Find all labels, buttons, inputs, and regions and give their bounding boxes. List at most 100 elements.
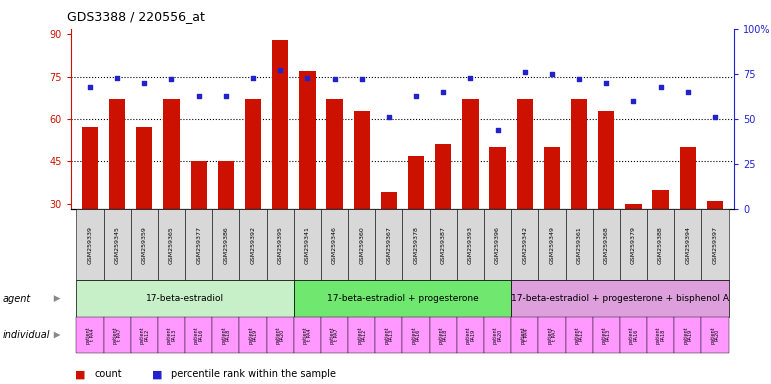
Text: GSM259346: GSM259346: [332, 226, 337, 264]
Bar: [163, 99, 180, 209]
Point: [301, 74, 314, 81]
Text: patient
PA18: patient PA18: [656, 326, 665, 344]
Text: patient
t PA4: patient t PA4: [303, 326, 312, 344]
Bar: [190, 161, 207, 209]
Text: GSM259339: GSM259339: [87, 226, 93, 264]
Text: GSM259386: GSM259386: [224, 226, 228, 264]
Text: patient
t PA7: patient t PA7: [330, 326, 339, 344]
Text: patient
PA16: patient PA16: [412, 326, 421, 344]
Text: count: count: [94, 369, 122, 379]
Bar: [544, 147, 560, 209]
Text: GSM259393: GSM259393: [468, 226, 473, 264]
Point: [628, 98, 640, 104]
Point: [546, 71, 558, 77]
Text: patient
PA16: patient PA16: [194, 326, 204, 344]
Text: percentile rank within the sample: percentile rank within the sample: [171, 369, 336, 379]
Point: [193, 93, 205, 99]
Text: ■: ■: [152, 369, 163, 379]
Text: 17-beta-estradiol: 17-beta-estradiol: [146, 294, 224, 303]
Point: [655, 83, 667, 89]
Text: patient
PA19: patient PA19: [248, 326, 258, 344]
Text: GSM259378: GSM259378: [413, 226, 419, 264]
Text: GSM259365: GSM259365: [169, 226, 174, 264]
Point: [111, 74, 123, 81]
Text: patient
t PA7: patient t PA7: [547, 326, 557, 344]
Text: patient
t PA4: patient t PA4: [520, 326, 530, 344]
Text: GSM259394: GSM259394: [685, 226, 690, 264]
Text: GSM259360: GSM259360: [359, 226, 364, 264]
Point: [573, 76, 585, 83]
Bar: [136, 127, 153, 209]
Point: [600, 80, 612, 86]
Point: [220, 93, 232, 99]
Bar: [571, 99, 588, 209]
Text: individual: individual: [2, 330, 50, 340]
Text: patient
PA18: patient PA18: [439, 326, 448, 344]
Text: GSM259395: GSM259395: [278, 226, 283, 264]
Text: patient
PA13: patient PA13: [167, 326, 177, 344]
Text: GSM259397: GSM259397: [712, 226, 718, 264]
Text: patient
PA20: patient PA20: [710, 326, 719, 344]
Bar: [299, 71, 315, 209]
Text: GSM259341: GSM259341: [305, 226, 310, 264]
Point: [247, 74, 259, 81]
Text: patient
PA19: patient PA19: [683, 326, 692, 344]
Text: patient
PA20: patient PA20: [493, 326, 502, 344]
Bar: [326, 99, 342, 209]
Text: ■: ■: [75, 369, 86, 379]
Text: GSM259392: GSM259392: [251, 226, 255, 264]
Bar: [82, 127, 98, 209]
Bar: [245, 99, 261, 209]
Point: [464, 74, 476, 81]
Point: [682, 89, 694, 95]
Point: [519, 69, 531, 75]
Point: [410, 93, 423, 99]
Text: GSM259359: GSM259359: [142, 226, 146, 264]
Bar: [354, 111, 370, 209]
Text: GSM259388: GSM259388: [658, 226, 663, 264]
Text: GSM259345: GSM259345: [115, 226, 120, 264]
Bar: [707, 201, 723, 209]
Bar: [408, 156, 424, 209]
Bar: [381, 192, 397, 209]
Point: [165, 76, 177, 83]
Point: [355, 76, 368, 83]
Text: patient
t PA4: patient t PA4: [86, 326, 95, 344]
Text: patient
PA13: patient PA13: [384, 326, 393, 344]
Text: patient
t PA7: patient t PA7: [113, 326, 122, 344]
Bar: [598, 111, 614, 209]
Point: [328, 76, 341, 83]
Text: patient
PA12: patient PA12: [357, 326, 366, 344]
Point: [274, 67, 286, 73]
Text: agent: agent: [2, 293, 31, 304]
Bar: [109, 99, 125, 209]
Text: GSM259379: GSM259379: [631, 226, 636, 264]
Text: GSM259342: GSM259342: [522, 226, 527, 264]
Bar: [435, 144, 451, 209]
Point: [709, 114, 721, 120]
Text: patient
PA12: patient PA12: [574, 326, 584, 344]
Text: patient
PA19: patient PA19: [466, 326, 475, 344]
Point: [437, 89, 449, 95]
Bar: [652, 190, 668, 209]
Point: [491, 127, 503, 133]
Text: GDS3388 / 220556_at: GDS3388 / 220556_at: [67, 10, 205, 23]
Text: patient
PA12: patient PA12: [140, 326, 149, 344]
Point: [382, 114, 395, 120]
Text: patient
PA13: patient PA13: [601, 326, 611, 344]
Bar: [517, 99, 533, 209]
Text: GSM259387: GSM259387: [441, 226, 446, 264]
Text: GSM259396: GSM259396: [495, 226, 500, 264]
Text: 17-beta-estradiol + progesterone: 17-beta-estradiol + progesterone: [327, 294, 478, 303]
Text: 17-beta-estradiol + progesterone + bisphenol A: 17-beta-estradiol + progesterone + bisph…: [511, 294, 729, 303]
Text: patient
PA20: patient PA20: [275, 326, 284, 344]
Bar: [625, 204, 641, 209]
Point: [84, 83, 96, 89]
Text: patient
PA18: patient PA18: [221, 326, 231, 344]
Bar: [272, 40, 288, 209]
Bar: [680, 147, 696, 209]
Bar: [217, 161, 234, 209]
Text: GSM259361: GSM259361: [577, 226, 581, 264]
Text: GSM259349: GSM259349: [550, 226, 554, 264]
Bar: [490, 147, 506, 209]
